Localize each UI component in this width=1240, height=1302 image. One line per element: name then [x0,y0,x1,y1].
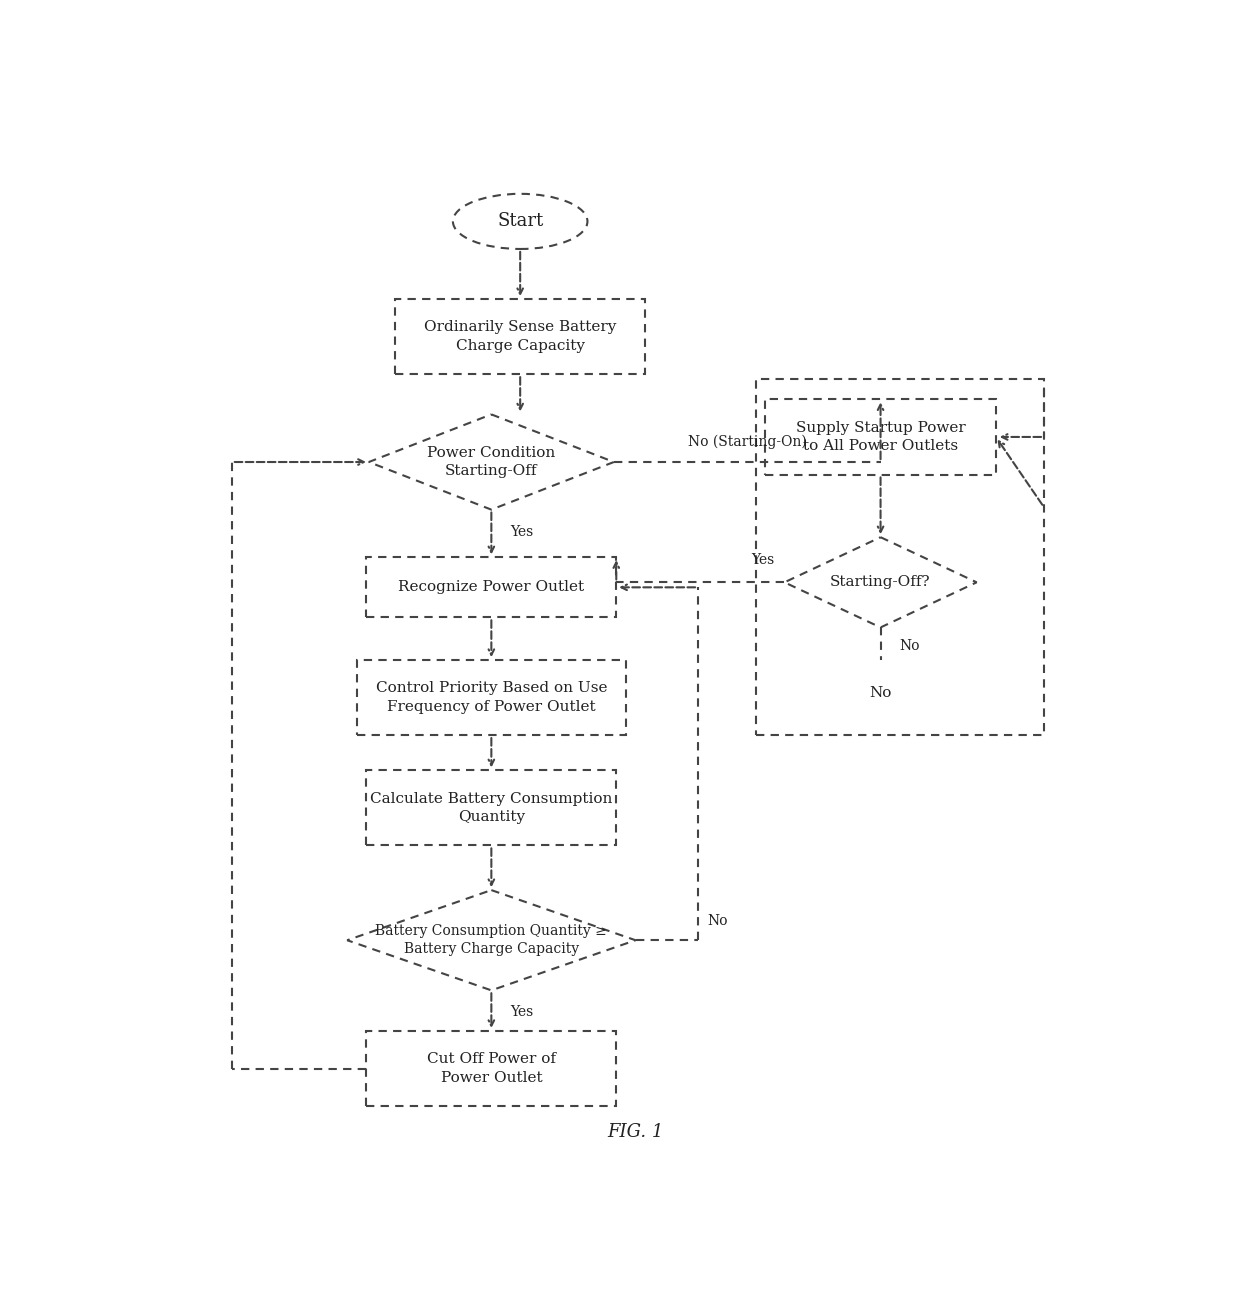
Bar [367,557,616,617]
Text: Control Priority Based on Use
Frequency of Power Outlet: Control Priority Based on Use Frequency … [376,681,608,713]
Text: Starting-Off?: Starting-Off? [831,575,931,590]
Bar [755,379,1044,736]
Text: No (Starting-On): No (Starting-On) [688,435,806,449]
Text: FIG. 1: FIG. 1 [608,1122,663,1141]
Text: Cut Off Power of
Power Outlet: Cut Off Power of Power Outlet [427,1052,556,1085]
Text: Ordinarily Sense Battery
Charge Capacity: Ordinarily Sense Battery Charge Capacity [424,320,616,353]
Bar [765,400,996,474]
Text: Yes: Yes [511,1005,533,1019]
Text: Power Condition
Starting-Off: Power Condition Starting-Off [428,445,556,478]
Text: Start: Start [497,212,543,230]
Bar [367,1031,616,1107]
Text: No: No [869,686,892,699]
Bar [396,299,645,374]
Text: Recognize Power Outlet: Recognize Power Outlet [398,581,584,594]
Text: Calculate Battery Consumption
Quantity: Calculate Battery Consumption Quantity [371,792,613,824]
Text: Supply Startup Power
to All Power Outlets: Supply Startup Power to All Power Outlet… [796,421,966,453]
Text: Yes: Yes [751,553,775,568]
Bar [357,660,626,736]
Bar [367,771,616,845]
Text: No: No [708,914,728,928]
Text: Yes: Yes [511,525,533,539]
Text: Battery Consumption Quantity ≥
Battery Charge Capacity: Battery Consumption Quantity ≥ Battery C… [376,924,608,957]
Text: No: No [900,639,920,654]
